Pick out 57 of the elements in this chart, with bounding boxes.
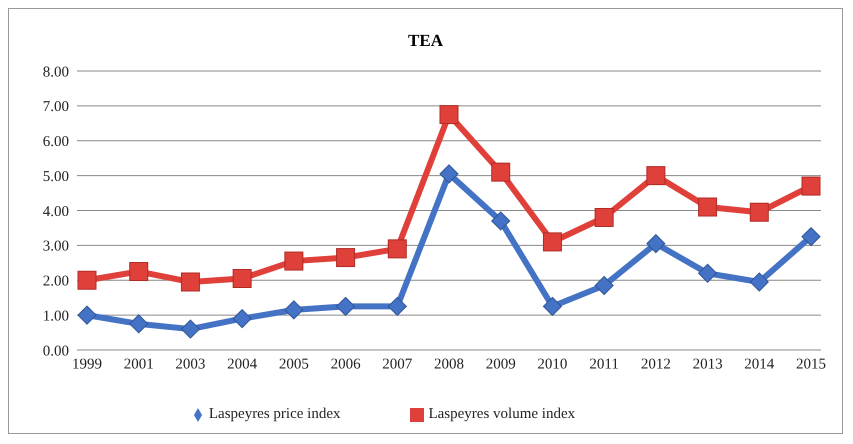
y-tick-label: 6.00 — [42, 134, 69, 150]
x-tick-label: 2001 — [124, 356, 154, 373]
point — [180, 272, 200, 292]
y-tick-label: 8.00 — [42, 64, 69, 80]
point — [284, 300, 304, 320]
point — [542, 296, 562, 316]
x-tick-label: 2013 — [692, 356, 723, 373]
point — [802, 176, 820, 196]
point — [542, 232, 562, 252]
y-tick-label: 2.00 — [42, 274, 69, 290]
point — [129, 314, 148, 334]
point — [698, 198, 718, 217]
point — [594, 276, 614, 295]
point — [129, 262, 148, 282]
x-tick-label: 2014 — [744, 356, 775, 373]
y-tick-label: 1.00 — [42, 308, 69, 324]
x-tick-label: 2003 — [175, 356, 206, 373]
point — [646, 234, 666, 254]
point — [750, 272, 769, 292]
x-tick-label: 2008 — [434, 356, 464, 373]
y-tick-label: 7.00 — [42, 99, 69, 116]
legend-label: Laspeyres volume index — [428, 406, 576, 422]
point — [180, 320, 200, 339]
x-tick-label: 2006 — [330, 356, 362, 373]
point — [440, 105, 458, 124]
point — [440, 164, 458, 184]
legend-label: Laspeyres price index — [208, 406, 340, 422]
point — [594, 208, 614, 227]
point — [232, 309, 252, 328]
x-tick-label: 1999 — [72, 356, 102, 373]
y-tick-label: 3.00 — [42, 238, 69, 255]
point — [802, 227, 820, 246]
point — [491, 211, 510, 230]
x-tick-label: 2015 — [796, 356, 826, 373]
x-tick-label: 2010 — [537, 356, 568, 373]
y-tick-label: 4.00 — [42, 204, 69, 220]
x-tick-label: 2007 — [382, 356, 413, 373]
chart-title: TEA — [407, 30, 444, 52]
point — [336, 296, 356, 316]
point — [78, 306, 96, 325]
point — [491, 162, 510, 182]
x-tick-label: 2005 — [278, 356, 309, 373]
x-tick-label: 2012 — [640, 356, 671, 373]
y-tick-label: 5.00 — [42, 168, 69, 185]
point — [284, 252, 304, 271]
x-tick-label: 2004 — [227, 356, 258, 373]
point — [232, 269, 252, 288]
x-tick-label: 2011 — [589, 356, 619, 373]
point — [750, 202, 769, 222]
y-tick-label: 0.00 — [42, 343, 69, 360]
point — [336, 248, 356, 268]
point — [78, 270, 96, 290]
point — [388, 239, 407, 258]
x-tick-label: 2009 — [486, 356, 516, 373]
point — [698, 264, 718, 283]
point — [388, 296, 407, 316]
point — [646, 166, 666, 186]
